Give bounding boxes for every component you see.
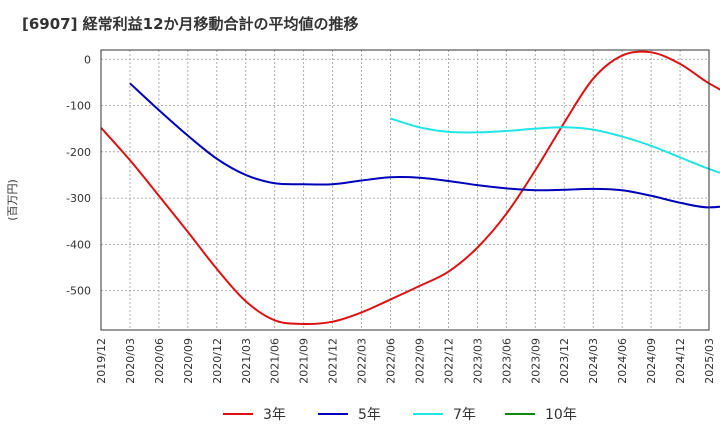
x-tick-label: 2022/06	[385, 338, 398, 384]
series-line-blue	[129, 82, 720, 209]
x-axis-ticks: 2019/12 2020/03 2020/06 2020/09 2020/12 2021/…	[95, 338, 716, 384]
x-tick-label: 2019/12	[95, 338, 108, 384]
x-tick-label: 2020/06	[153, 338, 166, 384]
series-lines	[100, 50, 720, 326]
x-tick-label: 2020/03	[124, 338, 137, 384]
x-tick-label: 2025/03	[703, 338, 716, 384]
y-axis-ticks: 0 -100 -200 -300 -400 -500	[66, 53, 91, 297]
x-tick-label: 2021/12	[327, 338, 340, 384]
series-line-cyan	[390, 117, 720, 174]
x-tick-label: 2022/09	[413, 338, 426, 384]
y-axis-label: (百万円)	[6, 179, 19, 221]
x-tick-label: 2020/12	[211, 338, 224, 384]
y-tick-label: 0	[84, 53, 91, 66]
x-tick-label: 2021/03	[240, 338, 253, 384]
y-tick-label: -200	[66, 146, 91, 159]
x-tick-label: 2024/03	[587, 338, 600, 384]
legend-label: 7年	[453, 407, 476, 423]
x-tick-label: 2021/09	[298, 338, 311, 384]
x-tick-label: 2024/06	[616, 338, 629, 384]
legend-label: 10年	[545, 407, 577, 423]
x-tick-label: 2023/09	[529, 338, 542, 384]
x-tick-label: 2022/12	[442, 338, 455, 384]
legend-label: 3年	[263, 407, 286, 423]
x-tick-label: 2024/12	[674, 338, 687, 384]
chart-title: [6907] 経常利益12か月移動合計の平均値の推移	[22, 15, 359, 33]
x-tick-label: 2021/06	[269, 338, 282, 384]
legend: 3年 5年 7年 10年	[223, 407, 577, 423]
x-tick-label: 2023/12	[558, 338, 571, 384]
x-tick-label: 2023/06	[500, 338, 513, 384]
x-tick-label: 2022/03	[356, 338, 369, 384]
legend-label: 5年	[358, 407, 381, 423]
plot-area-border	[100, 49, 710, 331]
y-tick-label: -300	[66, 192, 91, 205]
x-tick-label: 2024/09	[645, 338, 658, 384]
x-tick-label: 2023/03	[471, 338, 484, 384]
y-tick-label: -100	[66, 100, 91, 113]
x-tick-label: 2020/09	[182, 338, 195, 384]
y-tick-label: -400	[66, 238, 91, 251]
y-tick-label: -500	[66, 285, 91, 298]
series-line-red	[100, 50, 720, 326]
